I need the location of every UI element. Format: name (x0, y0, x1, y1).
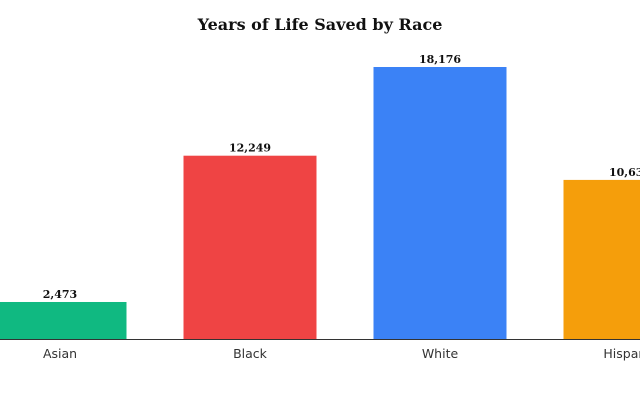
bar-white (373, 67, 507, 339)
value-label-asian: 2,473 (43, 288, 77, 301)
bar-asian (0, 301, 127, 339)
bars-group: 2,473 12,249 18,176 10,631 (0, 53, 640, 339)
bar-hispanic (563, 179, 640, 339)
x-tick-labels: Asian Black White Hispanic (43, 346, 640, 361)
value-label-hispanic: 10,631 (609, 166, 640, 179)
x-tick-hispanic: Hispanic (603, 346, 640, 361)
bar-black (183, 155, 317, 339)
x-tick-asian: Asian (43, 346, 77, 361)
x-tick-black: Black (233, 346, 268, 361)
value-label-white: 18,176 (419, 53, 461, 66)
value-label-black: 12,249 (229, 142, 271, 155)
x-tick-white: White (422, 346, 459, 361)
chart-title: Years of Life Saved by Race (197, 15, 443, 34)
